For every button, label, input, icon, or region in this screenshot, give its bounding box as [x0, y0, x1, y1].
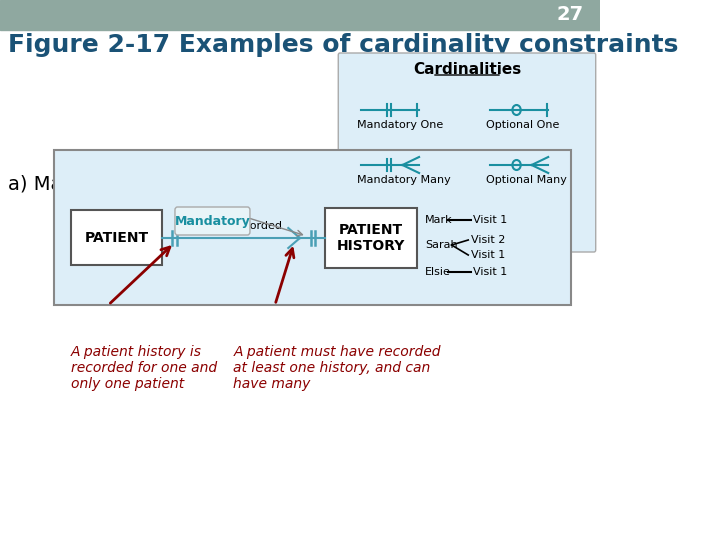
- Text: Visit 2: Visit 2: [471, 235, 505, 245]
- Text: Figure 2-17 Examples of cardinality constraints: Figure 2-17 Examples of cardinality cons…: [9, 33, 679, 57]
- Text: Mandatory One: Mandatory One: [356, 120, 443, 130]
- Text: PATIENT: PATIENT: [84, 231, 149, 245]
- Text: Mandatory Many: Mandatory Many: [356, 175, 450, 185]
- Text: Visit 1: Visit 1: [473, 215, 508, 225]
- Text: Visit 1: Visit 1: [473, 267, 508, 277]
- Text: Elsie: Elsie: [425, 267, 451, 277]
- Text: Optional One: Optional One: [486, 120, 559, 130]
- Text: A patient history is
recorded for one and
only one patient: A patient history is recorded for one an…: [71, 345, 217, 392]
- Text: Sarah: Sarah: [425, 240, 457, 250]
- FancyBboxPatch shape: [175, 207, 250, 235]
- Bar: [0, 0, 600, 30]
- Text: 27: 27: [556, 5, 583, 24]
- Text: Mandatory: Mandatory: [174, 214, 251, 227]
- FancyBboxPatch shape: [325, 208, 417, 268]
- Text: PATIENT
HISTORY: PATIENT HISTORY: [336, 223, 405, 253]
- FancyBboxPatch shape: [71, 210, 163, 265]
- Text: A patient must have recorded
at least one history, and can
have many: A patient must have recorded at least on…: [233, 345, 441, 392]
- Text: Optional Many: Optional Many: [486, 175, 567, 185]
- FancyBboxPatch shape: [54, 150, 571, 305]
- Text: Has Recorded: Has Recorded: [205, 221, 282, 231]
- Text: Mark: Mark: [425, 215, 453, 225]
- Text: a) Mandatory cardinalities: a) Mandatory cardinalities: [9, 176, 264, 194]
- Text: Visit 1: Visit 1: [471, 250, 505, 260]
- FancyBboxPatch shape: [338, 53, 595, 252]
- Text: Cardinalities: Cardinalities: [413, 63, 521, 78]
